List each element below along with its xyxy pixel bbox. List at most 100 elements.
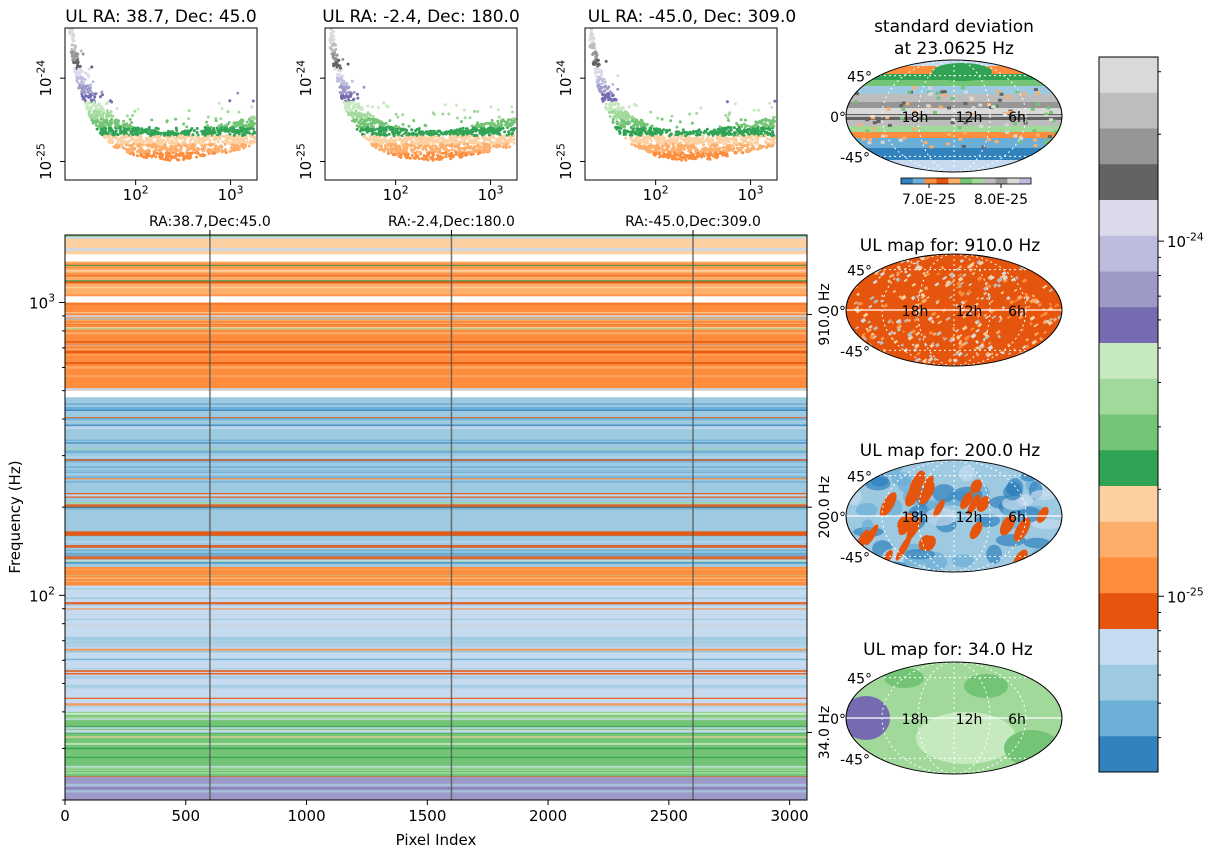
scatter-point (603, 80, 607, 84)
map-910-cell (907, 318, 912, 323)
scatter-point (107, 126, 111, 130)
scatter-point (666, 156, 670, 159)
scatter-point (620, 124, 624, 128)
map-200-hot (898, 512, 915, 536)
scatter-point (205, 131, 209, 135)
scatter-point (400, 134, 404, 138)
map-meridian (881, 662, 1027, 774)
std-map-cell (898, 138, 903, 142)
scatter-point (505, 145, 508, 149)
scatter-point (476, 143, 480, 147)
scatter-point (90, 65, 94, 69)
std-map-cell (991, 105, 996, 109)
map-910-cell (896, 323, 902, 329)
map-910-cell (1016, 312, 1020, 317)
heatmap-stripe (65, 624, 807, 627)
scatter-point (463, 116, 467, 120)
scatter-point (465, 127, 468, 131)
map-910-cell (892, 289, 897, 294)
scatter-point (78, 68, 82, 72)
std-map-cell (942, 90, 947, 94)
map-lat-label: 45° (847, 264, 872, 280)
scatter-point (664, 148, 668, 152)
heatmap-stripe (65, 660, 807, 663)
scatter-point (699, 153, 703, 157)
map-910-cell (1025, 298, 1029, 302)
scatter-point (411, 150, 415, 154)
map-910-cell (1054, 303, 1059, 308)
scatter-point (229, 149, 233, 153)
scatter-point (253, 135, 256, 139)
scatter-point (123, 122, 127, 126)
scatter-point (626, 116, 630, 120)
scatter-point (133, 109, 137, 113)
scatter-point (470, 141, 474, 145)
scatter-point (89, 98, 93, 102)
scatter-point (358, 125, 362, 128)
map-910-cell (961, 313, 968, 319)
scatter-point (366, 117, 370, 121)
std-cbar-segment (912, 178, 925, 184)
scatter-point (622, 130, 626, 134)
scatter-point (194, 148, 198, 152)
map-meridian (917, 60, 991, 172)
map-200-hot (933, 499, 945, 518)
scatter-point (680, 146, 684, 150)
heatmap-stripe (65, 412, 807, 414)
scatter-point (713, 151, 717, 155)
scatter-point (391, 129, 395, 133)
map-910-cell (957, 290, 963, 295)
map-910-cell (1050, 342, 1055, 347)
scatter-point (481, 124, 485, 128)
scatter-point (204, 143, 207, 147)
scatter-point (480, 133, 484, 137)
scatter-point (663, 139, 667, 143)
scatter-point (82, 81, 86, 85)
scatter-point (404, 142, 408, 146)
scatter-point (125, 150, 129, 154)
map-910-cell (961, 325, 968, 331)
scatter-point (399, 129, 403, 132)
map-910-cell (945, 316, 951, 322)
scatter-point (396, 127, 399, 131)
heatmap-image (65, 235, 807, 800)
scatter-point (99, 128, 103, 132)
map-910-cell (977, 322, 983, 328)
scatter-point (215, 126, 219, 130)
scatter-point (724, 114, 728, 117)
scatter-point (681, 128, 685, 132)
scatter-point (675, 125, 679, 129)
scatter-point (116, 145, 120, 149)
map-910-cell (1023, 363, 1029, 366)
scatter-point (657, 152, 661, 156)
scatter-point (770, 141, 773, 145)
scatter-point (750, 134, 753, 138)
scatter-point (438, 137, 442, 141)
map-910-panel: UL map for: 910.0 Hz 45°0°-45°18h 12h 6h (830, 236, 1063, 367)
map-200-blob (986, 544, 1002, 564)
scatter-point (98, 95, 102, 99)
map-910-cell (1006, 315, 1012, 320)
heatmap-stripe (65, 725, 807, 728)
heatmap-stripe (65, 736, 807, 738)
map-910-cell (900, 294, 907, 301)
scatter-point (336, 73, 340, 77)
scatter-point (436, 153, 439, 157)
heatmap-stripe (65, 273, 807, 276)
scatter-point (335, 61, 339, 65)
scatter-point (442, 147, 446, 151)
scatter-point (224, 151, 228, 154)
scatter-xtick-label: 103 (738, 183, 764, 204)
scatter-point (250, 141, 254, 145)
scatter-point (666, 140, 670, 143)
scatter-point (486, 143, 490, 147)
scatter-point (234, 124, 238, 128)
heatmap-stripe (65, 575, 807, 577)
scatter-point (337, 69, 341, 73)
map-910-cell (873, 325, 879, 331)
colorbar-segment (1099, 414, 1158, 451)
map-910-cell (1015, 275, 1019, 280)
scatter-point (226, 122, 230, 126)
scatter-point (415, 140, 419, 144)
